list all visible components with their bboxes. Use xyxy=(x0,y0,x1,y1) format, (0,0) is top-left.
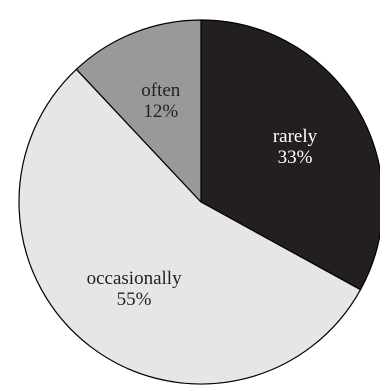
pie-slice-rarely xyxy=(200,19,380,291)
pie-label-occasionally: occasionally 55% xyxy=(87,268,182,310)
pie-slice-often xyxy=(75,19,202,203)
pie-label-rarely: rarely 33% xyxy=(273,126,318,168)
pie-label-name: occasionally xyxy=(87,268,182,289)
pie-label-often: often 12% xyxy=(141,80,181,122)
pie-labels: rarely 33% occasionally 55% often 12% xyxy=(87,80,318,310)
pie-label-percent: 33% xyxy=(278,147,313,168)
pie-label-percent: 12% xyxy=(143,101,178,122)
pie-label-name: often xyxy=(141,80,181,101)
pie-slice-occasionally xyxy=(18,68,362,385)
pie-slices xyxy=(18,19,380,385)
pie-label-name: rarely xyxy=(273,126,318,147)
pie-label-percent: 55% xyxy=(117,289,152,310)
